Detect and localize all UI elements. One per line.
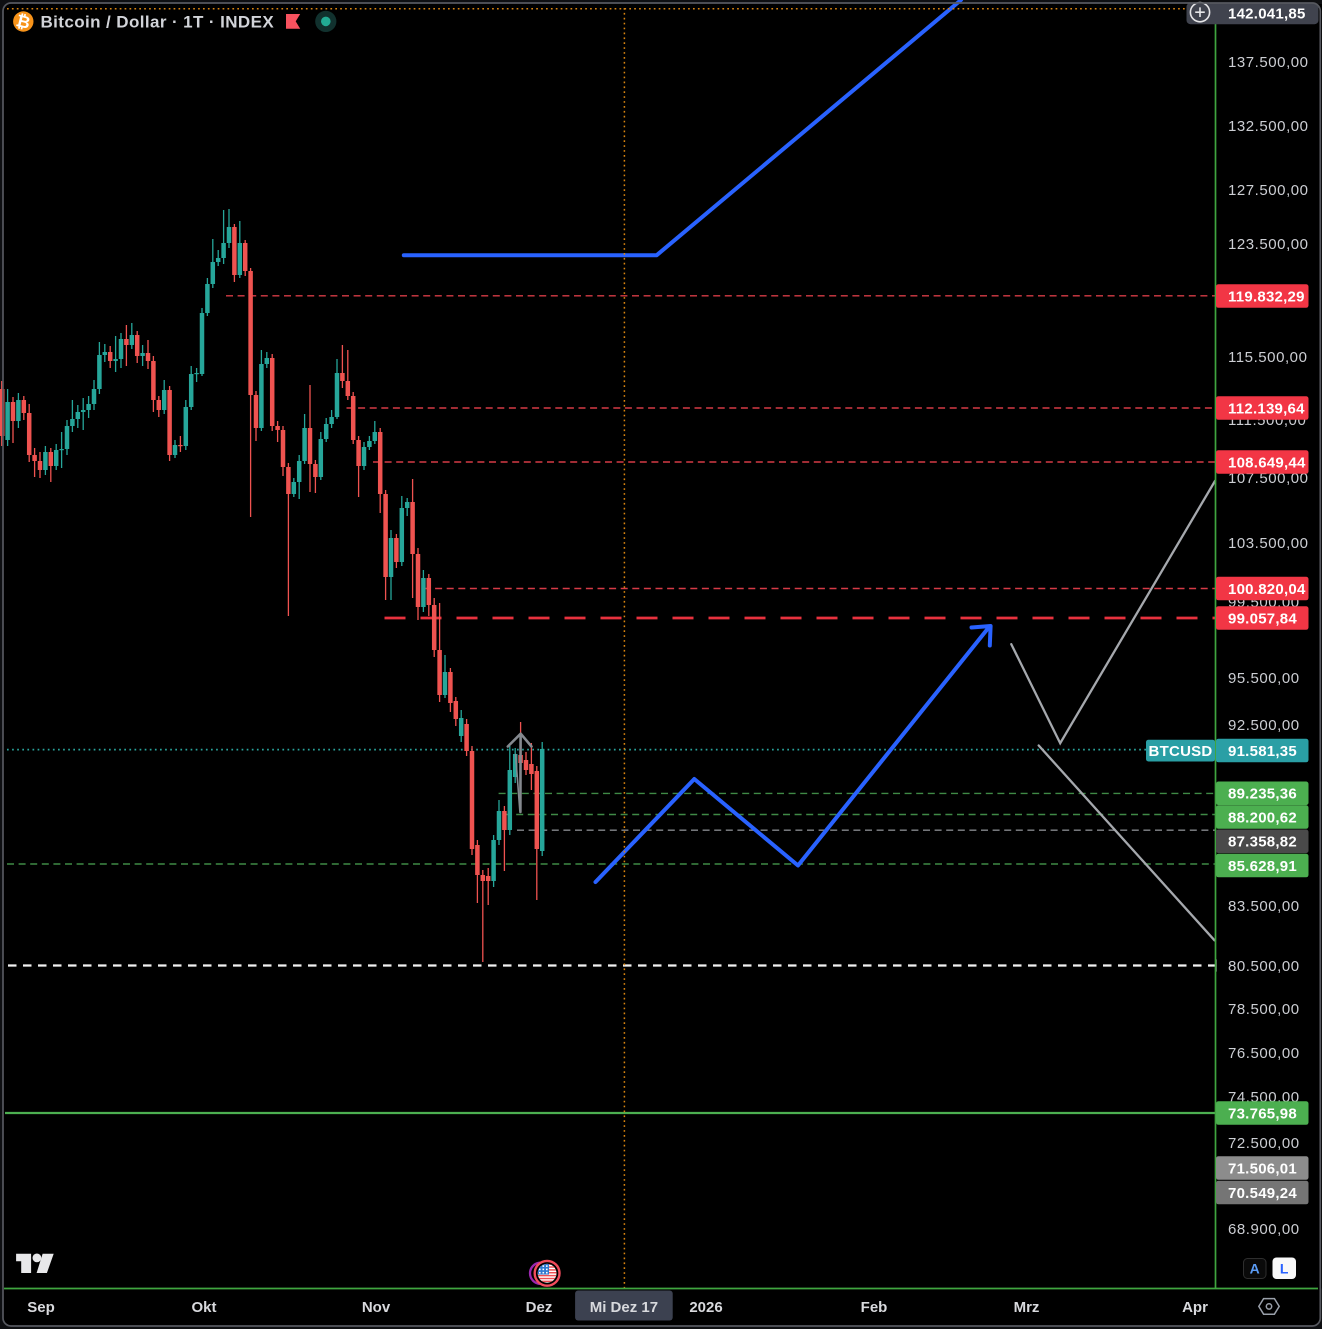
svg-text:91.581,35: 91.581,35: [1228, 743, 1297, 760]
svg-text:115.500,00: 115.500,00: [1228, 349, 1307, 366]
svg-text:Mi Dez 17: Mi Dez 17: [590, 1299, 658, 1316]
svg-text:Okt: Okt: [191, 1299, 216, 1316]
svg-text:87.358,82: 87.358,82: [1228, 834, 1297, 851]
svg-text:Feb: Feb: [861, 1299, 888, 1316]
svg-text:89.235,36: 89.235,36: [1228, 786, 1297, 803]
svg-text:95.500,00: 95.500,00: [1228, 670, 1300, 687]
svg-text:Mrz: Mrz: [1014, 1299, 1040, 1316]
svg-text:2026: 2026: [689, 1299, 722, 1316]
svg-text:103.500,00: 103.500,00: [1228, 535, 1309, 552]
svg-text:99.057,84: 99.057,84: [1228, 610, 1297, 627]
svg-text:127.500,00: 127.500,00: [1228, 182, 1309, 199]
svg-text:142.041,85: 142.041,85: [1228, 6, 1306, 23]
svg-text:L: L: [1280, 1261, 1289, 1277]
svg-text:88.200,62: 88.200,62: [1228, 809, 1297, 826]
svg-text:Apr: Apr: [1182, 1299, 1208, 1316]
svg-text:119.832,29: 119.832,29: [1228, 288, 1305, 305]
svg-text:137.500,00: 137.500,00: [1228, 54, 1309, 71]
svg-text:107.500,00: 107.500,00: [1228, 470, 1309, 487]
svg-text:Sep: Sep: [27, 1299, 55, 1316]
svg-text:123.500,00: 123.500,00: [1228, 236, 1309, 253]
svg-text:132.500,00: 132.500,00: [1228, 118, 1309, 135]
svg-text:92.500,00: 92.500,00: [1228, 717, 1300, 734]
svg-text:73.765,98: 73.765,98: [1228, 1105, 1297, 1122]
svg-text:72.500,00: 72.500,00: [1228, 1135, 1300, 1152]
svg-text:76.500,00: 76.500,00: [1228, 1045, 1300, 1062]
svg-text:112.139,64: 112.139,64: [1228, 400, 1305, 417]
svg-text:83.500,00: 83.500,00: [1228, 898, 1300, 915]
svg-text:100.820,04: 100.820,04: [1228, 581, 1306, 598]
svg-text:68.900,00: 68.900,00: [1228, 1221, 1300, 1238]
svg-text:80.500,00: 80.500,00: [1228, 958, 1300, 975]
svg-text:70.549,24: 70.549,24: [1228, 1185, 1297, 1202]
svg-text:Bitcoin / Dollar · 1T · INDEX: Bitcoin / Dollar · 1T · INDEX: [41, 13, 275, 32]
svg-text:A: A: [1250, 1261, 1260, 1277]
svg-text:71.506,01: 71.506,01: [1228, 1160, 1297, 1177]
svg-text:78.500,00: 78.500,00: [1228, 1001, 1300, 1018]
svg-text:BTCUSD: BTCUSD: [1149, 743, 1213, 760]
svg-text:108.649,44: 108.649,44: [1228, 454, 1306, 471]
svg-text:85.628,91: 85.628,91: [1228, 858, 1297, 875]
svg-text:Dez: Dez: [526, 1299, 553, 1316]
svg-text:Nov: Nov: [362, 1299, 391, 1316]
svg-text:₿: ₿: [14, 11, 32, 33]
